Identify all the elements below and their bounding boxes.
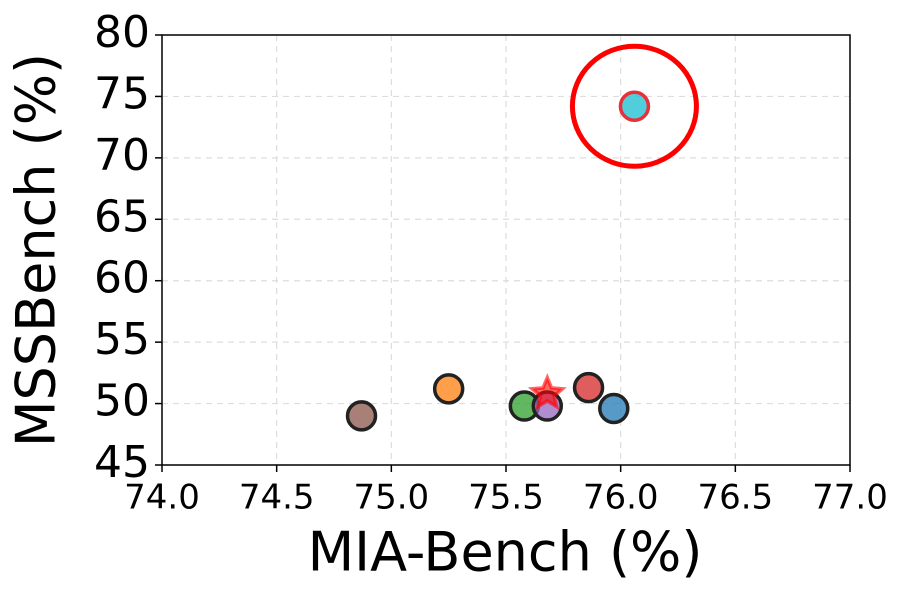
y-tick-label: 70 xyxy=(94,130,150,181)
y-axis-label: MSSBench (%) xyxy=(5,53,68,447)
y-tick-label: 80 xyxy=(94,7,150,58)
y-tick-label: 55 xyxy=(94,314,150,365)
x-tick-label: 77.0 xyxy=(812,478,888,518)
x-axis-label: MIA-Bench (%) xyxy=(308,521,703,584)
x-tick-label: 75.0 xyxy=(353,478,429,518)
x-tick-label: 76.5 xyxy=(697,478,773,518)
y-tick-label: 75 xyxy=(94,68,150,119)
x-tick-label: 75.5 xyxy=(468,478,544,518)
scatter-point xyxy=(432,373,465,405)
scatter-point xyxy=(598,392,630,425)
highlight-ellipse xyxy=(569,43,699,169)
scatter-point xyxy=(618,90,651,123)
y-tick-label: 60 xyxy=(94,253,150,304)
star-point xyxy=(527,373,567,411)
plot-frame xyxy=(161,34,851,466)
x-tick-label: 74.5 xyxy=(239,478,315,518)
x-tick-label: 74.0 xyxy=(124,478,200,518)
scatter-point xyxy=(572,371,605,404)
y-tick-label: 50 xyxy=(94,376,150,427)
y-tick-label: 65 xyxy=(94,191,150,242)
y-tick-label: 45 xyxy=(94,437,150,488)
scatter-point xyxy=(345,400,378,432)
x-tick-label: 76.0 xyxy=(583,478,659,518)
